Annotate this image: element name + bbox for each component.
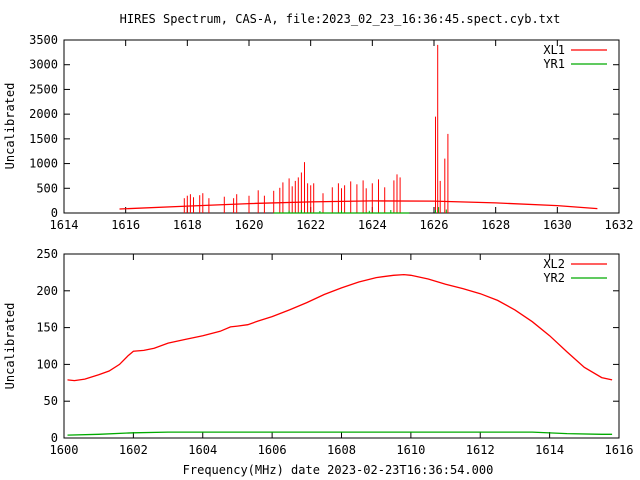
x-tick-label: 1622 — [296, 218, 325, 232]
x-tick-label: 1604 — [188, 443, 217, 457]
y-tick-label: 2000 — [29, 107, 58, 121]
x-tick-label: 1600 — [50, 443, 79, 457]
legend-label-xl1: XL1 — [543, 43, 565, 57]
x-tick-label: 1612 — [466, 443, 495, 457]
y-tick-label: 3500 — [29, 33, 58, 47]
y-tick-label: 1000 — [29, 157, 58, 171]
series-line-yr2 — [67, 431, 613, 436]
x-tick-label: 1616 — [111, 218, 140, 232]
bottom-plot-frame — [63, 253, 620, 439]
x-tick-label: 1608 — [327, 443, 356, 457]
bottom-axis-ticks: 1600 1602 1604 1606 1608 1610 1612 1614 1616 0 50 1… — [36, 247, 633, 457]
y-tick-label: 3000 — [29, 58, 58, 72]
x-tick-label: 1614 — [535, 443, 564, 457]
y-tick-label: 500 — [36, 181, 58, 195]
y-tick-label: 0 — [51, 431, 58, 445]
x-tick-label: 1618 — [173, 218, 202, 232]
y-tick-label: 1500 — [29, 132, 58, 146]
top-series — [119, 44, 598, 214]
y-tick-label: 100 — [36, 357, 58, 371]
top-panel: Uncalibrated 1614 1616 1618 1620 1622 1624 162… — [3, 33, 633, 232]
x-axis-label: Frequency(MHz) date 2023-02-23T16:36:54.… — [183, 463, 494, 477]
top-plot-frame — [63, 39, 620, 214]
x-tick-label: 1620 — [235, 218, 264, 232]
bottom-series — [67, 273, 613, 436]
x-tick-label: 1628 — [481, 218, 510, 232]
bottom-y-axis-label: Uncalibrated — [3, 303, 17, 390]
x-tick-label: 1630 — [543, 218, 572, 232]
x-tick-label: 1610 — [396, 443, 425, 457]
x-tick-label: 1624 — [358, 218, 387, 232]
x-tick-label: 1616 — [605, 443, 634, 457]
x-tick-label: 1614 — [50, 218, 79, 232]
y-tick-label: 50 — [44, 394, 58, 408]
bottom-panel: Uncalibrated 1600 1602 1604 1606 1608 1610 161… — [3, 247, 633, 457]
series-baseline-xl1 — [119, 200, 598, 210]
legend-label-yr1: YR1 — [543, 57, 565, 71]
y-tick-label: 0 — [51, 206, 58, 220]
legend-label-xl2: XL2 — [543, 257, 565, 271]
x-tick-label: 1632 — [605, 218, 634, 232]
legend-label-yr2: YR2 — [543, 271, 565, 285]
y-tick-label: 150 — [36, 321, 58, 335]
y-tick-label: 2500 — [29, 82, 58, 96]
y-tick-label: 250 — [36, 247, 58, 261]
figure-title: HIRES Spectrum, CAS-A, file:2023_02_23_1… — [120, 12, 561, 26]
x-tick-label: 1626 — [420, 218, 449, 232]
series-line-xl2 — [67, 273, 613, 382]
x-tick-label: 1606 — [258, 443, 287, 457]
top-y-axis-label: Uncalibrated — [3, 83, 17, 170]
y-tick-label: 200 — [36, 284, 58, 298]
top-axis-ticks: 1614 1616 1618 1620 1622 1624 1626 1628 1630 1632… — [29, 33, 633, 232]
x-tick-label: 1602 — [119, 443, 148, 457]
